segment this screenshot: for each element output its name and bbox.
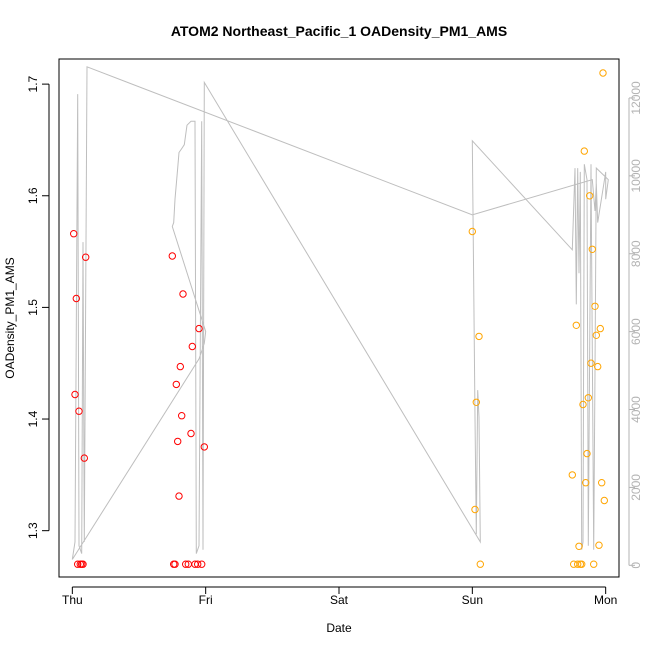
y-tick-label-1: 1.3: [26, 522, 40, 539]
data-point-series1-20: [182, 560, 190, 568]
data-point-series1-10: [82, 253, 90, 261]
y-tick-label-2: 1.4: [26, 410, 40, 427]
data-point-series2-22: [591, 302, 599, 310]
x-tick-label-5: Mon: [594, 593, 617, 607]
data-point-series2-29: [600, 496, 608, 505]
data-point-series2-14: [580, 147, 588, 155]
data-point-series1-11: [168, 252, 177, 260]
data-point-series2-27: [598, 479, 606, 487]
data-point-series2-8: [572, 321, 580, 329]
secondary-series-line: [71, 66, 609, 560]
y2-tick-label-4: 6000: [629, 318, 643, 345]
x-axis: Thu Fri Sat Sun Mon: [62, 586, 617, 607]
data-point-series1-1: [70, 230, 78, 238]
data-point-series1-5: [75, 407, 83, 415]
x-tick-label-4: Sun: [462, 593, 483, 607]
data-point-series2-10: [575, 542, 583, 550]
data-point-series2-1: [468, 227, 476, 236]
data-point-series1-8: [79, 560, 87, 568]
data-point-series1-22: [187, 429, 195, 438]
y2-tick-label-1: 0: [629, 562, 643, 569]
data-point-series1-2: [71, 390, 79, 399]
y-tick-label-5: 1.7: [26, 75, 40, 92]
data-point-series1-14: [172, 380, 181, 389]
x-tick-label-1: Thu: [62, 593, 83, 607]
data-point-series1-15: [174, 437, 182, 446]
data-point-series1-19: [179, 290, 187, 298]
y-axis-right: 0 2000 4000 6000 8000 10000 12000: [628, 81, 643, 569]
data-point-series1-23: [188, 342, 197, 351]
y-tick-label-3: 1.5: [26, 299, 40, 316]
data-point-series2-2: [471, 505, 479, 514]
y2-tick-label-3: 4000: [629, 396, 643, 423]
data-point-series2-18: [586, 192, 594, 200]
y-tick-label-4: 1.6: [26, 187, 40, 204]
data-point-series2-4: [475, 332, 483, 341]
x-tick-label-3: Sat: [330, 593, 349, 607]
data-point-series2-25: [595, 541, 603, 549]
data-point-series2-6: [568, 471, 576, 479]
data-point-series1-17: [176, 362, 185, 371]
data-point-series2-26: [596, 324, 604, 333]
data-point-series1-18: [178, 412, 186, 420]
data-point-series2-20: [588, 245, 596, 254]
data-point-series2-21: [590, 560, 598, 568]
points-layer: [70, 69, 608, 568]
data-point-series2-28: [599, 69, 607, 77]
data-point-series2-3: [472, 398, 480, 406]
data-point-series2-16: [583, 449, 591, 458]
data-point-series1-16: [175, 492, 183, 500]
plot-frame: [58, 58, 620, 578]
data-point-series2-12: [578, 560, 586, 568]
data-point-series1-3: [72, 294, 81, 303]
data-point-series2-19: [587, 359, 595, 367]
data-point-series1-27: [198, 560, 206, 568]
y2-tick-label-6: 10000: [629, 159, 643, 193]
data-point-series1-13: [171, 560, 179, 568]
data-point-series1-25: [194, 560, 202, 568]
data-point-series1-28: [200, 443, 209, 451]
data-point-series2-17: [584, 394, 592, 402]
y-axis-left: 1.3 1.4 1.5 1.6 1.7: [26, 75, 50, 539]
x-axis-title: Date: [326, 621, 352, 635]
y2-tick-label-5: 8000: [629, 240, 643, 267]
data-point-series1-9: [80, 454, 89, 462]
data-point-series2-24: [594, 362, 602, 371]
secondary-line-layer: [71, 66, 609, 560]
y-axis-title: OADensity_PM1_AMS: [3, 257, 17, 378]
data-point-series2-13: [579, 400, 587, 409]
chart-title: ATOM2 Northeast_Pacific_1 OADensity_PM1_…: [171, 23, 507, 39]
data-point-series1-26: [195, 324, 203, 333]
data-point-series2-9: [574, 560, 582, 568]
x-tick-label-2: Fri: [199, 593, 213, 607]
data-point-series2-5: [476, 560, 484, 568]
data-point-series2-23: [592, 331, 600, 339]
data-point-series2-15: [582, 479, 590, 487]
y2-tick-label-2: 2000: [629, 474, 643, 501]
data-point-series1-4: [74, 560, 82, 568]
y2-tick-label-7: 12000: [629, 81, 643, 115]
